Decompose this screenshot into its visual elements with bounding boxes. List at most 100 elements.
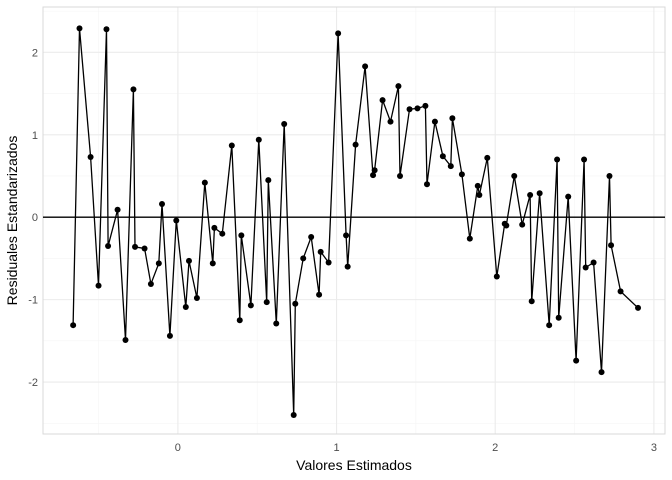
data-point [608, 242, 615, 249]
data-point [300, 255, 307, 262]
data-point [185, 257, 192, 264]
data-point [95, 282, 102, 289]
data-point [219, 230, 226, 237]
data-point [397, 172, 404, 179]
data-point [228, 142, 235, 149]
y-tick-label: -1 [28, 295, 38, 307]
residual-points [70, 25, 642, 419]
data-point [141, 245, 148, 252]
data-point [343, 232, 350, 239]
data-point [103, 26, 110, 33]
data-point [565, 193, 572, 200]
data-point [265, 177, 272, 184]
y-tick-label: -2 [28, 377, 38, 389]
data-point [546, 322, 553, 329]
data-point [290, 412, 297, 419]
x-tick-label: 3 [651, 442, 657, 454]
data-point [201, 179, 208, 186]
data-point [395, 83, 402, 90]
data-point [308, 233, 315, 240]
data-point [458, 171, 465, 178]
data-point [582, 264, 589, 271]
data-point [379, 97, 386, 104]
data-point [122, 337, 129, 344]
data-point [155, 260, 162, 267]
data-point [466, 235, 473, 242]
data-point [493, 273, 500, 280]
data-point [325, 259, 332, 266]
data-point [255, 136, 262, 143]
panel-background [43, 7, 665, 434]
data-point [173, 217, 180, 224]
data-point [132, 243, 139, 250]
data-point [371, 167, 378, 174]
data-point [635, 304, 642, 311]
data-point [263, 299, 270, 306]
data-point [238, 232, 245, 239]
data-point [292, 300, 299, 307]
y-tick-label: 1 [32, 130, 38, 142]
x-axis-ticks: 0 1 2 3 [175, 442, 657, 454]
x-tick-label: 1 [333, 442, 339, 454]
data-point [344, 263, 351, 270]
data-point [70, 322, 77, 329]
x-axis-title: Valores Estimados [296, 457, 412, 473]
y-axis-ticks: -2 -1 0 1 2 [28, 47, 38, 389]
data-point [528, 298, 535, 305]
data-point [352, 141, 359, 148]
residual-series-line [72, 28, 639, 416]
data-point [581, 156, 588, 163]
data-point [317, 248, 324, 255]
data-point [590, 259, 597, 266]
data-point [130, 86, 137, 93]
data-point [211, 224, 218, 231]
data-point [555, 314, 562, 321]
data-point [439, 153, 446, 160]
data-point [114, 206, 121, 213]
x-tick-label: 2 [492, 442, 498, 454]
data-point [617, 288, 624, 295]
panel-border [42, 6, 666, 435]
data-point [527, 191, 534, 198]
data-point [536, 190, 543, 197]
data-point [209, 260, 216, 267]
data-point [362, 63, 369, 70]
data-point [519, 221, 526, 228]
data-point [573, 357, 580, 364]
data-point [414, 105, 421, 112]
data-point [503, 222, 510, 229]
data-point [449, 115, 456, 122]
data-point [431, 118, 438, 125]
data-point [335, 30, 342, 37]
data-point [76, 25, 83, 32]
data-point [316, 291, 323, 298]
data-point [598, 369, 605, 376]
data-point [406, 106, 413, 113]
data-point [422, 102, 429, 109]
data-point [236, 317, 243, 324]
data-point [554, 156, 561, 163]
data-point [423, 181, 430, 188]
data-point [105, 243, 112, 250]
data-point [447, 163, 454, 170]
data-point [193, 294, 200, 301]
y-tick-label: 2 [32, 47, 38, 59]
data-point [147, 280, 154, 287]
data-point [484, 154, 491, 161]
data-point [159, 201, 166, 208]
data-point [606, 172, 613, 179]
x-tick-label: 0 [175, 442, 181, 454]
data-point [87, 154, 94, 161]
data-point [474, 182, 481, 189]
y-tick-label: 0 [32, 212, 38, 224]
y-axis-title: Residuales Estandarizados [4, 136, 20, 306]
data-point [476, 191, 483, 198]
data-point [166, 332, 173, 339]
data-point [247, 302, 254, 309]
data-point [281, 121, 288, 128]
data-point [273, 320, 280, 327]
data-point [182, 304, 189, 311]
data-point [511, 172, 518, 179]
data-point [370, 172, 377, 179]
